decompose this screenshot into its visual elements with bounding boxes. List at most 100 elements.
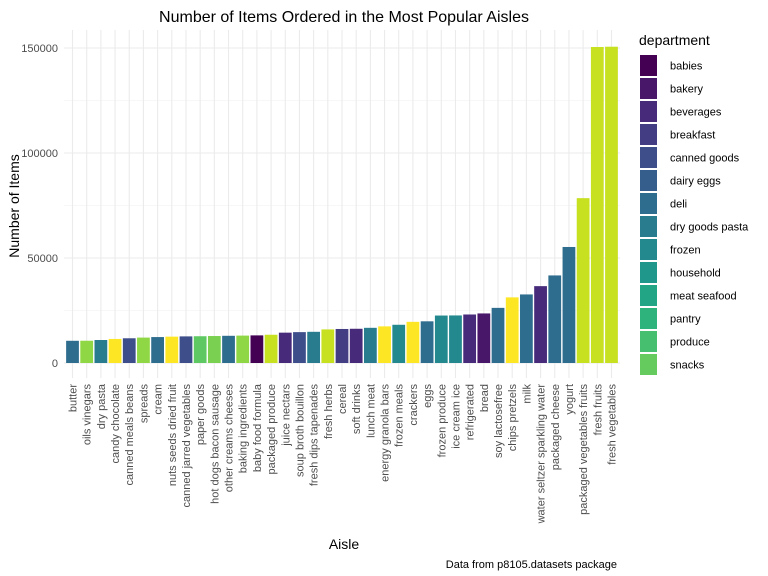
x-tick-label: packaged produce (266, 384, 278, 475)
legend-label: beverages (670, 107, 722, 119)
bar-water-seltzer-sparkling-water (534, 286, 547, 363)
x-tick-label: soup broth bouillon (294, 384, 306, 477)
y-axis-title: Number of Items (6, 154, 22, 257)
bar-baking-ingredients (236, 335, 250, 363)
bar-hot-dogs-bacon-sausage (207, 336, 221, 363)
legend-key (640, 78, 657, 99)
bar-candy-chocolate (108, 338, 122, 363)
x-tick-label: fresh vegetables (606, 384, 618, 465)
x-tick-label: frozen meals (394, 384, 406, 447)
x-tick-label: baby food formula (252, 383, 264, 472)
x-tick-label: ice cream ice (450, 384, 462, 449)
bar-paper-goods (193, 336, 207, 363)
legend-label: pantry (670, 314, 701, 326)
y-tick-label: 0 (52, 358, 58, 370)
x-tick-label: paper goods (195, 384, 207, 446)
bar-ice-cream-ice (449, 315, 462, 363)
x-tick-label: canned meals beans (124, 384, 136, 486)
bar-oils-vinegars (80, 340, 94, 363)
x-tick-label: cereal (337, 384, 349, 414)
x-tick-label: dry pasta (96, 383, 108, 429)
x-tick-label: nuts seeds dried fruit (167, 384, 179, 486)
bar-nuts-seeds-dried-fruit (165, 336, 179, 363)
x-tick-label: spreads (138, 384, 150, 424)
bar-milk (520, 294, 533, 363)
legend-label: babies (670, 61, 703, 73)
legend-key (640, 239, 657, 260)
bar-soup-broth-bouillon (293, 332, 306, 363)
x-tick-label: canned jarred vegetables (181, 384, 193, 508)
y-tick-label: 50000 (27, 253, 58, 265)
x-tick-label: butter (68, 384, 80, 412)
y-tick-label: 150000 (21, 43, 58, 55)
legend-key (640, 124, 657, 145)
bar-dry-pasta (94, 340, 108, 363)
x-tick-label: eggs (422, 384, 434, 408)
x-tick-label: fresh dips tapenades (309, 384, 321, 487)
x-tick-label: milk (521, 384, 533, 404)
bar-yogurt (562, 246, 576, 363)
x-tick-label: crackers (408, 384, 420, 426)
legend-label: produce (670, 337, 710, 349)
x-tick-label: bread (479, 384, 491, 412)
legend-label: breakfast (670, 130, 715, 142)
legend-label: deli (670, 199, 687, 211)
x-tick-label: frozen produce (436, 384, 448, 457)
bar-eggs (420, 321, 434, 363)
legend-label: bakery (670, 84, 704, 96)
bar-packaged-cheese (548, 275, 562, 363)
x-tick-label: other creams cheeses (224, 384, 236, 493)
bar-other-creams-cheeses (222, 335, 235, 363)
bar-bread (477, 313, 491, 363)
bar-fresh-dips-tapenades (307, 331, 321, 363)
bar-energy-granola-bars (378, 326, 391, 363)
bar-packaged-produce (264, 334, 278, 363)
bar-spreads (137, 337, 150, 363)
legend-key (640, 262, 657, 283)
bar-fresh-vegetables (605, 46, 618, 363)
x-tick-label: energy granola bars (380, 384, 392, 482)
legend-key (640, 170, 657, 191)
legend-key (640, 55, 657, 76)
legend-key (640, 331, 657, 352)
x-tick-label: fresh fruits (592, 384, 604, 436)
legend-key (640, 285, 657, 306)
legend-label: snacks (670, 360, 705, 372)
legend-key (640, 216, 657, 237)
bar-baby-food-formula (250, 335, 264, 363)
bar-butter (66, 340, 79, 363)
x-tick-label: refrigerated (465, 384, 477, 440)
bar-fresh-herbs (321, 329, 335, 363)
legend-key (640, 101, 657, 122)
x-tick-label: water seltzer sparkling water (536, 384, 548, 525)
x-tick-label: candy chocolate (110, 384, 122, 464)
x-tick-label: juice nectars (280, 384, 292, 447)
bar-packaged-vegetables-fruits (576, 198, 590, 363)
x-tick-label: baking ingredients (238, 384, 250, 474)
bars (66, 46, 618, 363)
bar-refrigerated (463, 314, 477, 363)
bar-frozen-meals (392, 324, 406, 363)
bar-juice-nectars (278, 332, 292, 363)
bar-cereal (335, 328, 349, 363)
legend-label: household (670, 268, 721, 280)
caption: Data from p8105.datasets package (446, 559, 617, 571)
x-axis-title: Aisle (329, 536, 360, 552)
x-axis-ticks: butter oils vinegars dry pasta candy chocol… (68, 383, 619, 524)
legend-key (640, 354, 657, 375)
x-tick-label: soy lactosefree (493, 384, 505, 458)
x-tick-label: lunch meat (365, 384, 377, 438)
bar-canned-meals-beans (122, 338, 136, 363)
bar-soft-drinks (349, 328, 363, 363)
x-tick-label: yogurt (564, 384, 576, 415)
x-tick-label: packaged vegetables fruits (578, 384, 590, 515)
y-axis-ticks: 0 50000 100000 150000 (21, 43, 58, 370)
x-tick-label: oils vinegars (82, 384, 94, 446)
x-tick-label: packaged cheese (550, 384, 562, 470)
x-tick-label: fresh herbs (323, 384, 335, 440)
legend: babies bakery beverages breakfast canned goo… (640, 55, 749, 375)
legend-key (640, 193, 657, 214)
x-tick-label: hot dogs bacon sausage (209, 384, 221, 504)
bar-frozen-produce (434, 315, 448, 363)
